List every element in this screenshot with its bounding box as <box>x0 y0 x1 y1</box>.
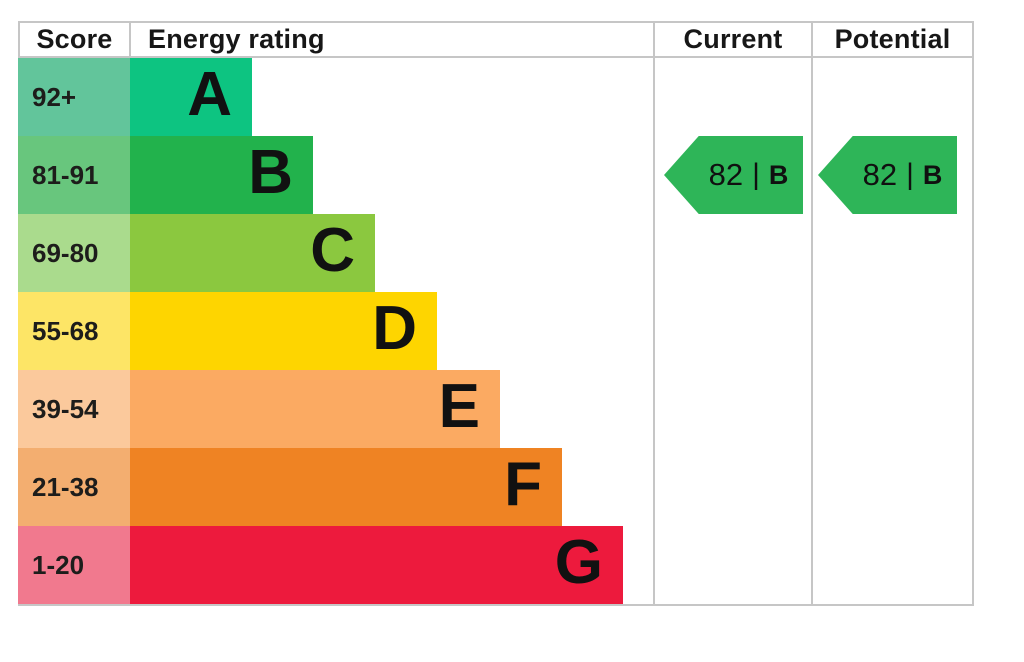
potential-rating-letter: B <box>922 159 943 190</box>
band-row-g: 1-20 G <box>18 526 973 604</box>
score-range-c: 69-80 <box>32 237 99 268</box>
band-letter-c: C <box>310 216 355 285</box>
score-cell-e: 39-54 <box>18 370 130 448</box>
band-letter-g: G <box>554 528 603 597</box>
current-rating-value: 82 <box>708 157 744 192</box>
score-cell-a: 92+ <box>18 58 130 136</box>
band-row-b: 81-91 B <box>18 136 973 214</box>
header-current: Current <box>683 24 783 54</box>
grid-line-header-bottom <box>18 56 974 58</box>
band-row-c: 69-80 C <box>18 214 973 292</box>
band-row-e: 39-54 E <box>18 370 973 448</box>
band-row-f: 21-38 F <box>18 448 973 526</box>
band-bar-d: D <box>130 292 437 370</box>
score-range-e: 39-54 <box>32 393 99 424</box>
band-letter-a: A <box>187 60 232 129</box>
score-cell-f: 21-38 <box>18 448 130 526</box>
band-bar-f: F <box>130 448 562 526</box>
current-rating-letter: B <box>768 159 789 190</box>
grid-line-top <box>18 21 974 23</box>
band-letter-b: B <box>248 138 293 207</box>
score-cell-g: 1-20 <box>18 526 130 604</box>
score-range-d: 55-68 <box>32 315 99 346</box>
header-potential: Potential <box>834 24 951 54</box>
grid-line-bottom <box>18 604 974 606</box>
band-letter-e: E <box>438 372 480 441</box>
header-score: Score <box>36 24 113 54</box>
score-cell-d: 55-68 <box>18 292 130 370</box>
score-cell-b: 81-91 <box>18 136 130 214</box>
band-bar-c: C <box>130 214 375 292</box>
potential-rating-badge: 82 | B <box>818 136 957 214</box>
score-cell-c: 69-80 <box>18 214 130 292</box>
grid-line-current-left <box>653 21 655 606</box>
potential-rating-separator: | <box>906 158 914 191</box>
band-letter-d: D <box>372 294 417 363</box>
band-bar-b: B <box>130 136 313 214</box>
band-bar-g: G <box>130 526 623 604</box>
band-row-a: 92+ A <box>18 58 973 136</box>
score-range-g: 1-20 <box>32 549 85 580</box>
band-letter-f: F <box>504 450 542 519</box>
current-rating-separator: | <box>752 158 760 191</box>
header-energy-rating: Energy rating <box>148 24 325 54</box>
score-range-b: 81-91 <box>32 159 99 190</box>
grid-line-right <box>972 21 974 606</box>
potential-rating-value: 82 <box>862 157 898 192</box>
grid-line-left-header <box>18 21 20 58</box>
score-range-a: 92+ <box>32 81 77 112</box>
band-bar-e: E <box>130 370 500 448</box>
score-range-f: 21-38 <box>32 471 99 502</box>
current-rating-badge: 82 | B <box>664 136 803 214</box>
grid-line-potential-left <box>811 21 813 606</box>
band-row-d: 55-68 D <box>18 292 973 370</box>
grid-line-score-divider <box>129 21 131 58</box>
band-bar-a: A <box>130 58 252 136</box>
